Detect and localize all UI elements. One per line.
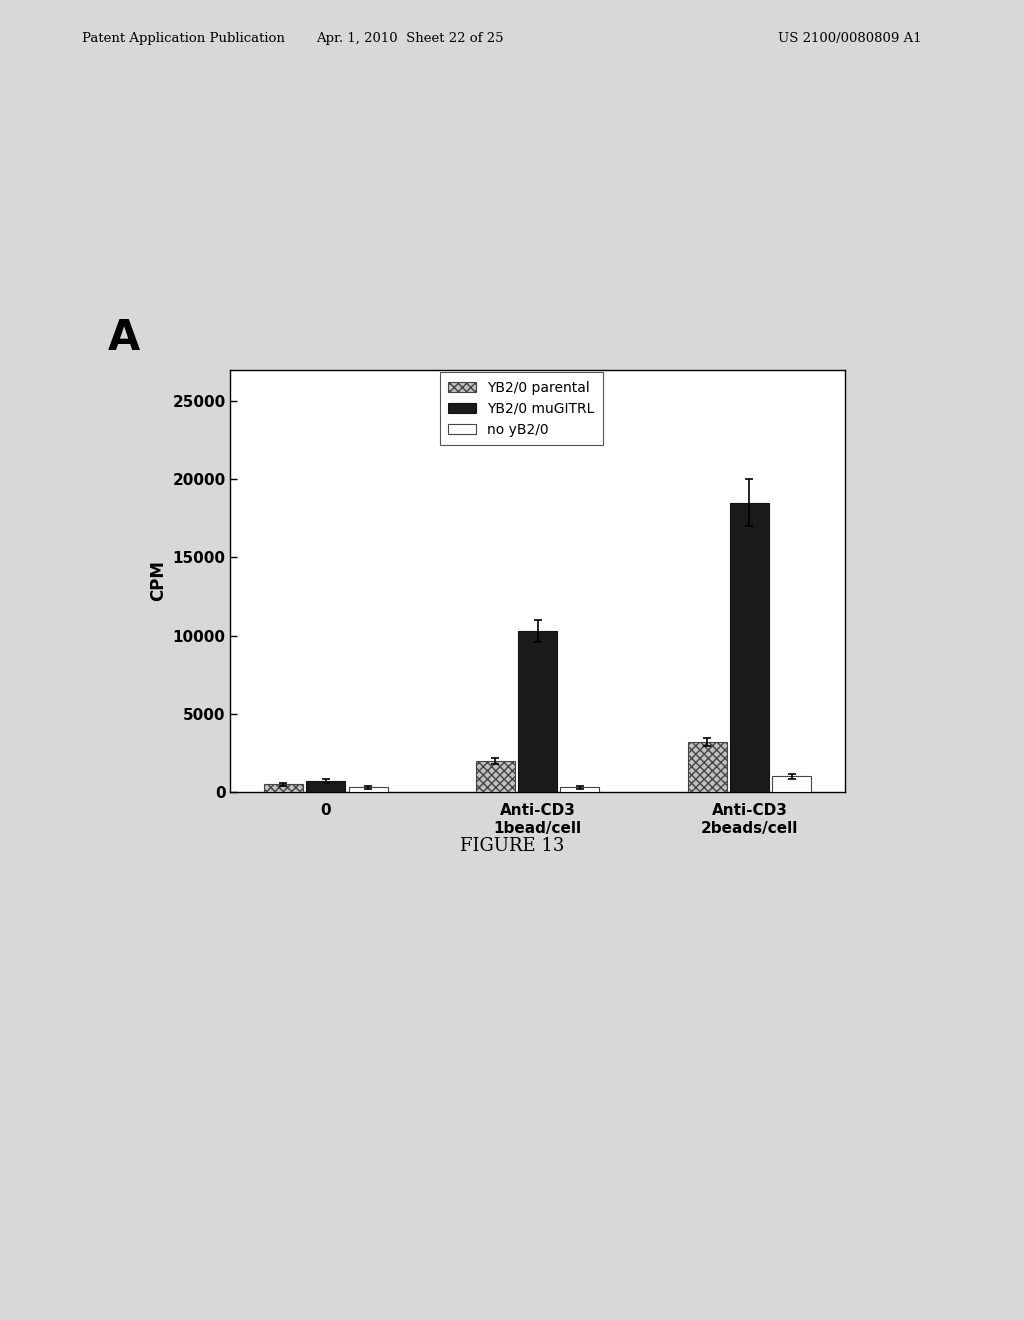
Text: FIGURE 13: FIGURE 13: [460, 837, 564, 855]
Bar: [772, 776, 811, 792]
Bar: [476, 760, 515, 792]
Bar: [348, 787, 388, 792]
Text: Patent Application Publication: Patent Application Publication: [82, 32, 285, 45]
Text: Apr. 1, 2010  Sheet 22 of 25: Apr. 1, 2010 Sheet 22 of 25: [315, 32, 504, 45]
Bar: [264, 784, 303, 792]
Bar: [730, 503, 769, 792]
Legend: YB2/0 parental, YB2/0 muGITRL, no yB2/0: YB2/0 parental, YB2/0 muGITRL, no yB2/0: [440, 372, 603, 445]
Bar: [518, 631, 557, 792]
Y-axis label: CPM: CPM: [148, 561, 167, 601]
Bar: [306, 781, 345, 792]
Text: A: A: [108, 317, 139, 359]
Bar: [560, 787, 599, 792]
Bar: [687, 742, 727, 792]
Text: US 2100/0080809 A1: US 2100/0080809 A1: [778, 32, 922, 45]
